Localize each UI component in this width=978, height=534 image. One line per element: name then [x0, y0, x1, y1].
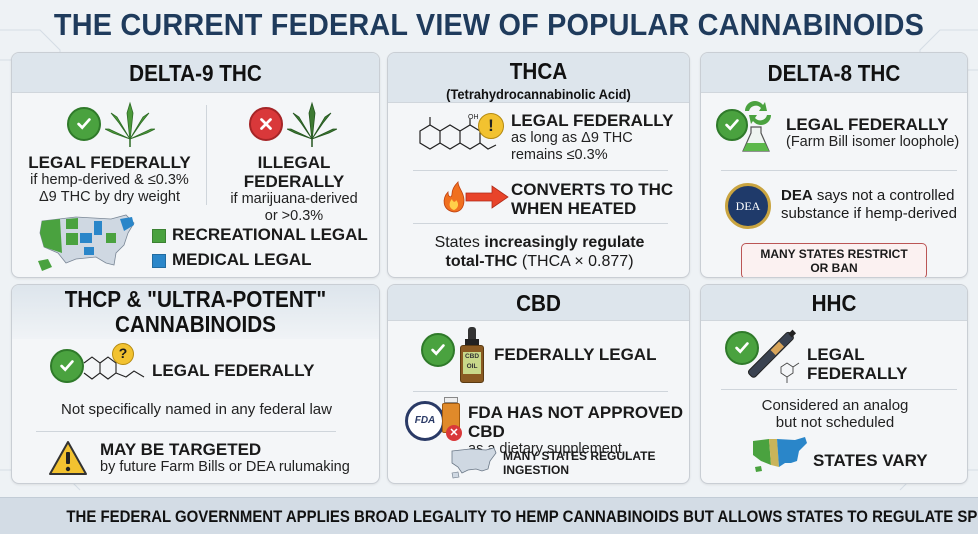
footer-text: THE FEDERAL GOVERNMENT APPLIES BROAD LEG… [66, 507, 978, 526]
legend-swatch-blue [152, 253, 166, 268]
panel-subtitle: (Tetrahydrocannabinolic Acid) [446, 86, 631, 102]
molecule-icon [83, 356, 145, 380]
panel-header: HHC [701, 285, 967, 321]
panel-header: DELTA-8 THC [701, 53, 967, 93]
panel-header: THCP & "ULTRA-POTENT" CANNABINOIDS [12, 285, 379, 339]
panel-thca: THCA (Tetrahydrocannabinolic Acid) OH ! … [387, 52, 690, 278]
note-emphasis: increasingly regulate [484, 234, 645, 251]
legal-icon-group [67, 101, 155, 147]
illegal-icon-group [249, 101, 337, 147]
flame-arrow-icon [443, 181, 509, 213]
fda-seal-icon: FDA [405, 401, 445, 441]
flask-recycle-icon [742, 101, 771, 152]
legal-heading: FEDERALLY LEGAL [494, 345, 657, 364]
divider [206, 105, 207, 205]
panel-title: HHC [811, 290, 857, 316]
states-line-1: MANY STATES REGULATE [503, 449, 656, 463]
legal-heading: LEGAL FEDERALLY [807, 345, 908, 383]
vape-pen-icon [747, 329, 800, 383]
note-line-2: but not scheduled [775, 414, 895, 431]
check-icon [725, 331, 759, 365]
footer-banner: THE FEDERAL GOVERNMENT APPLIES BROAD LEG… [0, 497, 978, 534]
panel-title: CBD [516, 290, 561, 316]
legal-heading: LEGAL FEDERALLY [28, 153, 191, 172]
legal-condition-2: remains ≤0.3% [511, 147, 608, 163]
us-map-icon [38, 214, 135, 271]
legal-condition-2: Δ9 THC by dry weight [38, 189, 181, 205]
convert-line-1: CONVERTS TO THC [511, 180, 674, 199]
cannabis-leaf-icon [105, 101, 155, 147]
cbd-oil-bottle-icon: CBD OIL [460, 327, 484, 383]
fda-detail: as a dietary supplement [468, 441, 622, 457]
note-line-1: Considered an analog [761, 397, 909, 414]
panel-thcp: THCP & "ULTRA-POTENT" CANNABINOIDS ? LEG… [11, 284, 380, 484]
illegal-heading: ILLEGAL FEDERALLY [243, 153, 345, 191]
panel-title: DELTA-8 THC [767, 60, 901, 86]
panel-title: DELTA-9 THC [129, 60, 262, 86]
us-map-icon [451, 447, 497, 479]
svg-text:OH: OH [468, 114, 479, 121]
restriction-badge: MANY STATES RESTRICT OR BAN [741, 243, 927, 277]
cannabis-leaf-icon [287, 101, 337, 147]
warning-heading: MAY BE TARGETED [100, 440, 262, 459]
legend-item-medical: MEDICAL LEGAL [152, 250, 368, 269]
legal-heading: LEGAL FEDERALLY [152, 361, 315, 380]
panel-hhc: HHC LEGAL FEDERALLY Considered an analog… [700, 284, 968, 484]
divider [721, 170, 957, 171]
legal-heading: LEGAL FEDERALLY [786, 115, 949, 134]
dea-label: DEA [781, 187, 813, 204]
warning-triangle-icon [49, 441, 87, 475]
warning-bubble-icon: ! [478, 113, 504, 139]
panel-delta8: DELTA-8 THC LEGAL FEDERALLY (Farm Bill i… [700, 52, 968, 278]
states-line-2: INGESTION [503, 463, 570, 477]
note-text: Not specifically named in any federal la… [61, 401, 332, 418]
divider [413, 170, 668, 171]
map-legend: RECREATIONAL LEGAL MEDICAL LEGAL [152, 225, 368, 269]
check-icon [67, 107, 101, 141]
panel-header: THCA (Tetrahydrocannabinolic Acid) [388, 53, 689, 103]
panel-header: DELTA-9 THC [12, 53, 379, 93]
divider [721, 389, 957, 390]
convert-line-2: WHEN HEATED [511, 199, 637, 218]
legend-swatch-green [152, 228, 166, 243]
panel-title-line-2: CANNABINOIDS [114, 311, 276, 337]
question-bubble-icon: ? [112, 343, 134, 365]
panel-title: THCA [509, 58, 568, 84]
x-icon [249, 107, 283, 141]
dea-seal-icon: DEA [725, 183, 771, 229]
molecule-icon: OH [419, 114, 497, 150]
illegal-condition-1: if marijuana-derived [230, 191, 358, 207]
legal-condition-1: as long as Δ9 THC [511, 130, 633, 146]
divider [413, 391, 668, 392]
note-emphasis: total-THC [445, 253, 518, 270]
divider [413, 223, 668, 224]
legal-heading: LEGAL FEDERALLY [511, 111, 674, 130]
x-icon: ✕ [446, 425, 462, 441]
legal-condition-1: if hemp-derived & ≤0.3% [30, 172, 189, 188]
states-vary-label: STATES VARY [813, 451, 928, 470]
page-title: THE CURRENT FEDERAL VIEW OF POPULAR CANN… [53, 7, 925, 42]
check-icon [421, 333, 455, 367]
check-icon [50, 349, 84, 383]
legal-condition-1: (Farm Bill isomer loophole) [786, 134, 960, 150]
illegal-condition-2: or >0.3% [264, 208, 324, 224]
panel-delta9: DELTA-9 THC LEGAL FEDERALLY if hemp-deri… [11, 52, 380, 278]
panel-header: CBD [388, 285, 689, 321]
check-icon [716, 109, 748, 141]
divider [36, 431, 336, 432]
warning-detail: by future Farm Bills or DEA rulumaking [100, 459, 350, 475]
fda-heading: FDA HAS NOT APPROVED CBD [468, 403, 684, 441]
panel-title-line-1: THCP & "ULTRA-POTENT" [64, 286, 327, 312]
us-map-states-icon [753, 437, 807, 472]
panel-cbd: CBD CBD OIL FEDERALLY LEGAL FDA ✕ FDA HA… [387, 284, 690, 484]
legend-item-recreational: RECREATIONAL LEGAL [152, 225, 368, 244]
